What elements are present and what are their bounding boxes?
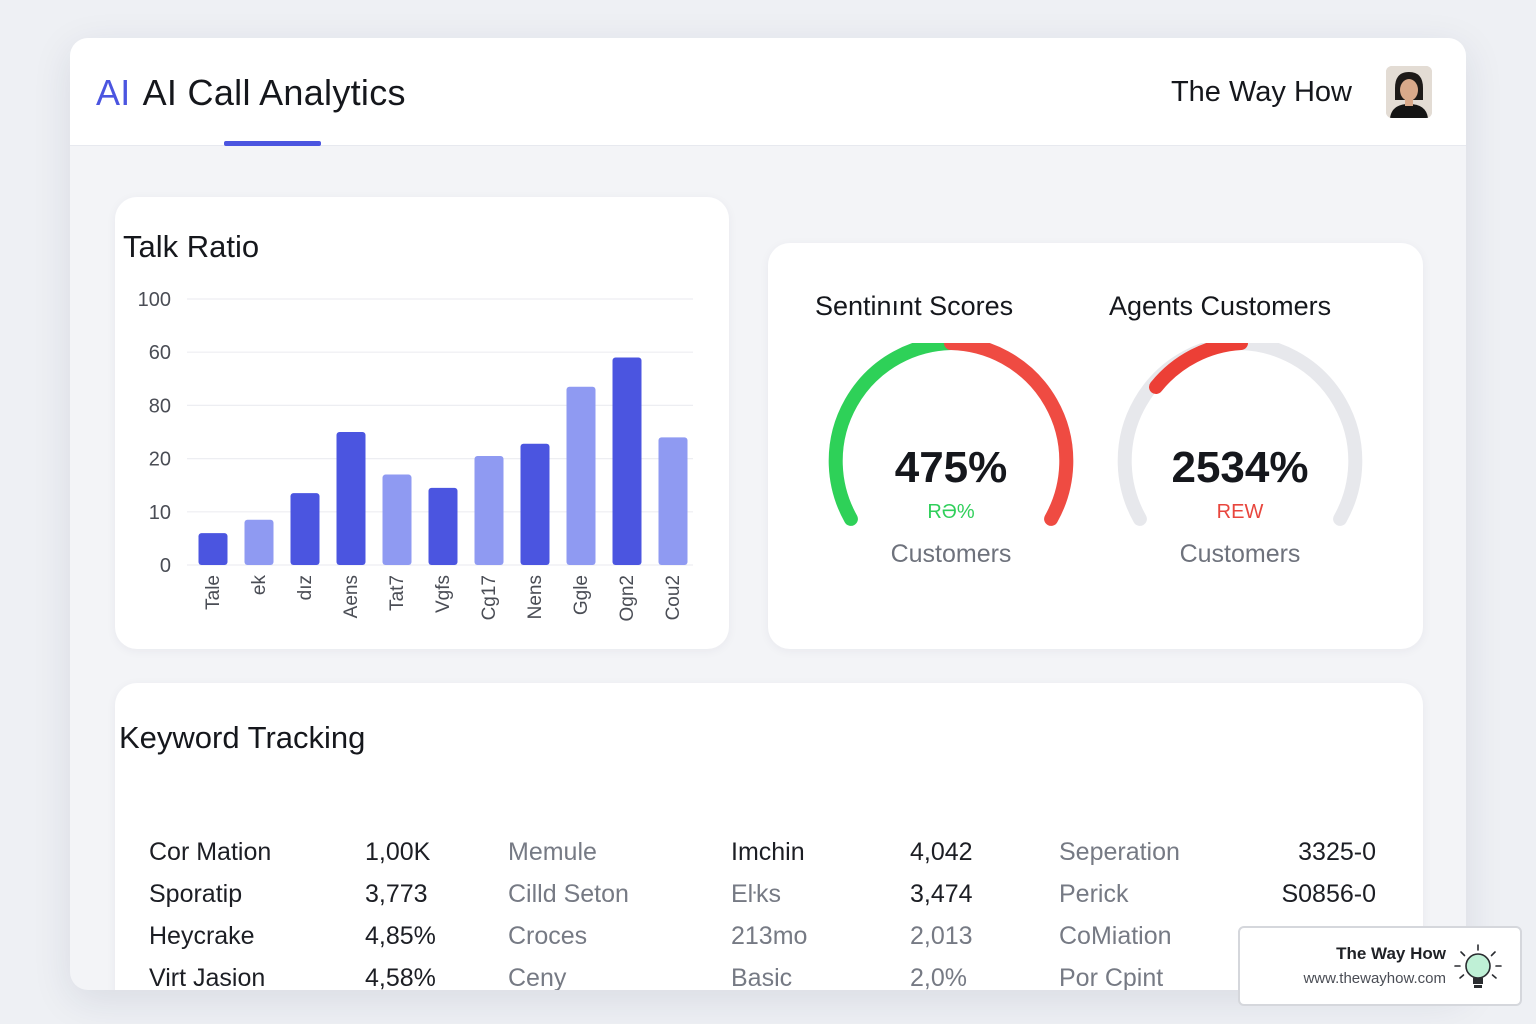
sentiment-gauge-left xyxy=(826,335,1076,543)
keyword-tracking-card: Keyword Tracking Cor Mation 1,00K Memule Im… xyxy=(115,683,1423,990)
avatar[interactable] xyxy=(1386,66,1432,118)
keyword-cell: 2,0% xyxy=(910,964,967,990)
sentiment-scores-title: Sentinınt Scores xyxy=(815,291,1014,321)
x-tick-label: Cg17 xyxy=(479,575,500,620)
keyword-cell: 3325-0 xyxy=(1298,838,1376,866)
bar[interactable] xyxy=(612,357,642,565)
keyword-cell: Eŀks xyxy=(731,880,782,908)
bar[interactable] xyxy=(290,493,320,565)
bar[interactable] xyxy=(520,443,550,565)
talk-ratio-card: Talk Ratio 100 60 80 20 10 0 Tale ek dız Aens Tat7… xyxy=(115,197,729,649)
keyword-tracking-title: Keyword Tracking xyxy=(119,720,366,755)
x-tick-label: Cou2 xyxy=(663,575,684,620)
sentiment-card: Sentinınt Scores Agents Customers 475% R… xyxy=(768,243,1423,649)
keyword-cell: Seperation xyxy=(1059,838,1180,866)
keyword-cell: Heycrake xyxy=(149,922,255,950)
bar[interactable] xyxy=(428,487,458,565)
keyword-cell: Basic xyxy=(731,964,793,990)
keyword-cell: 4,85% xyxy=(365,922,436,950)
keyword-cell: Croces xyxy=(508,922,588,950)
sentiment-gauge-right-tag: REW xyxy=(1216,501,1264,523)
x-tick-label: Tale xyxy=(203,575,224,610)
bar[interactable] xyxy=(198,533,228,565)
keyword-cell: Ceny xyxy=(508,964,567,990)
app-title: AI Call Analytics xyxy=(142,72,406,113)
avatar-person-icon xyxy=(1386,66,1432,118)
active-tab-indicator xyxy=(224,141,321,146)
keyword-cell: Por Cpint xyxy=(1059,964,1164,990)
top-bar: AI AI Call Analytics The Way How xyxy=(70,38,1466,146)
sentiment-gauge-left-tag: RƏ% xyxy=(927,501,975,523)
x-tick-label: Ggle xyxy=(571,575,592,615)
y-tick-label: 0 xyxy=(160,555,171,577)
keyword-cell: Sporatip xyxy=(149,880,243,908)
bar[interactable] xyxy=(658,437,688,565)
keyword-cell: Cilld Seton xyxy=(508,880,629,908)
keyword-cell: 2,013 xyxy=(910,922,973,950)
app-window: AI AI Call Analytics The Way How Talk Rat… xyxy=(70,38,1466,990)
agents-customers-title: Agents Customers xyxy=(1109,291,1332,321)
sentiment-gauge-right-value: 2534% xyxy=(1171,443,1309,492)
keyword-cell: Memule xyxy=(508,838,597,866)
bar[interactable] xyxy=(382,474,412,565)
keyword-cell: 3,773 xyxy=(365,880,428,908)
x-tick-label: Ogn2 xyxy=(617,575,638,621)
y-tick-label: 20 xyxy=(149,449,171,471)
x-tick-label: Nens xyxy=(525,575,546,619)
brand[interactable]: AI AI Call Analytics xyxy=(96,72,406,114)
talk-ratio-title: Talk Ratio xyxy=(123,229,260,264)
x-tick-label: Aens xyxy=(341,575,362,618)
bar[interactable] xyxy=(336,432,366,565)
x-tick-label: ek xyxy=(249,575,270,596)
keyword-cell: 3,474 xyxy=(910,880,973,908)
sentiment-gauge-right-caption: Customers xyxy=(1179,540,1301,568)
keyword-cell: S0856-0 xyxy=(1281,880,1376,908)
watermark-name: The Way How xyxy=(1336,944,1446,963)
watermark-url: www.thewayhow.com xyxy=(1303,970,1446,987)
keyword-cell: Virt Jasion xyxy=(149,964,266,990)
keyword-cell: 4,58% xyxy=(365,964,436,990)
keyword-cell: 4,042 xyxy=(910,838,973,866)
lightbulb-icon xyxy=(1454,944,1502,988)
keyword-cell: Perick xyxy=(1059,880,1129,908)
keyword-cell: 213mo xyxy=(731,922,808,950)
x-tick-label: Vgfs xyxy=(433,575,454,613)
bar[interactable] xyxy=(474,455,504,565)
brand-logo: AI xyxy=(96,72,131,113)
y-tick-label: 10 xyxy=(149,502,171,524)
watermark-badge[interactable]: The Way How www.thewayhow.com xyxy=(1238,926,1522,1006)
keyword-cell: CoMiation xyxy=(1059,922,1172,950)
user-name[interactable]: The Way How xyxy=(1170,76,1352,108)
bar[interactable] xyxy=(566,386,596,565)
sentiment-gauge-left-value: 475% xyxy=(894,443,1008,492)
keyword-cell: Imchin xyxy=(731,838,805,866)
bar[interactable] xyxy=(244,519,274,565)
x-tick-label: Tat7 xyxy=(387,575,408,611)
keyword-cell: 1,00K xyxy=(365,838,431,866)
y-tick-label: 80 xyxy=(149,395,171,417)
sentiment-gauge-left-caption: Customers xyxy=(890,540,1012,568)
sentiment-gauge-right xyxy=(1115,335,1365,543)
x-tick-label: dız xyxy=(295,575,316,600)
y-tick-label: 60 xyxy=(149,342,171,364)
y-tick-label: 100 xyxy=(138,289,171,311)
keyword-cell: Cor Mation xyxy=(149,838,272,866)
